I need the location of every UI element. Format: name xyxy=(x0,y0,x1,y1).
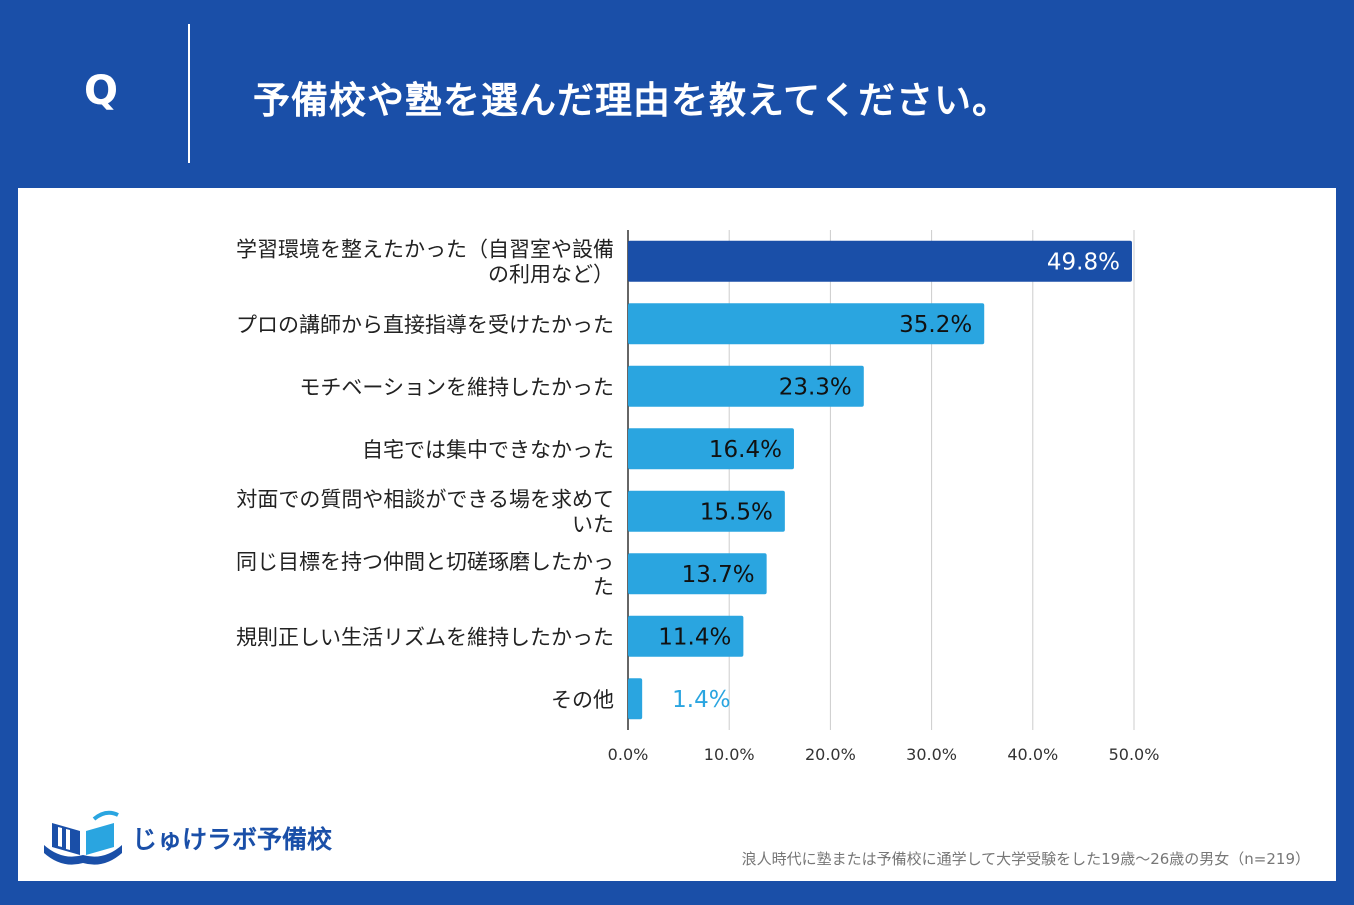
bar xyxy=(628,240,1132,282)
category-label: 対面での質問や相談ができる場を求めて xyxy=(236,487,614,511)
bar-value-label: 23.3% xyxy=(779,374,852,400)
bar xyxy=(628,678,643,720)
category-label: いた xyxy=(572,512,614,536)
chart-panel: 0.0% 10.0% 20.0% 30.0% 40.0% 50.0% 49.8% 学習環境を整… xyxy=(18,188,1336,881)
category-label: その他 xyxy=(551,688,614,712)
category-label: 学習環境を整えたかった（自習室や設備 xyxy=(236,237,614,261)
category-label: た xyxy=(593,575,614,599)
x-tick-label: 40.0% xyxy=(1007,745,1058,764)
logo-text: じゅけラボ予備校 xyxy=(132,825,333,854)
category-label: の利用など） xyxy=(488,262,614,286)
header-divider xyxy=(188,24,190,163)
open-book-logo-icon xyxy=(44,810,122,865)
question-mark-label: Q xyxy=(84,68,119,114)
x-tick-label: 10.0% xyxy=(704,745,755,764)
bar-value-label: 1.4% xyxy=(672,687,730,713)
x-tick-label: 50.0% xyxy=(1109,745,1160,764)
x-tick-label: 0.0% xyxy=(608,745,649,764)
category-label: 同じ目標を持つ仲間と切磋琢磨したかっ xyxy=(236,550,614,574)
question-title: 予備校や塾を選んだ理由を教えてください。 xyxy=(253,79,1011,122)
x-tick-label: 30.0% xyxy=(906,745,957,764)
category-label: 自宅では集中できなかった xyxy=(362,438,614,462)
bar-value-label: 35.2% xyxy=(899,312,972,338)
category-label: 規則正しい生活リズムを維持したかった xyxy=(236,625,614,649)
bar-value-label: 16.4% xyxy=(709,437,782,463)
bar-chart: 0.0% 10.0% 20.0% 30.0% 40.0% 50.0% 49.8% 学習環境を整… xyxy=(236,230,1160,764)
bar xyxy=(628,553,767,595)
survey-footnote: 浪人時代に塾または予備校に通学して大学受験をした19歳〜26歳の男女（n=219… xyxy=(741,850,1310,868)
bar-value-label: 49.8% xyxy=(1047,249,1120,275)
bar-value-label: 15.5% xyxy=(700,499,773,525)
bar xyxy=(628,303,985,345)
category-label: モチベーションを維持したかった xyxy=(299,375,614,399)
bar xyxy=(628,365,864,407)
bar-value-label: 11.4% xyxy=(658,624,731,650)
bar xyxy=(628,428,794,470)
category-label: プロの講師から直接指導を受けたかった xyxy=(236,313,614,337)
bar-value-label: 13.7% xyxy=(682,562,755,588)
bar xyxy=(628,615,744,657)
bar xyxy=(628,490,785,532)
brand-logo: じゅけラボ予備校 xyxy=(40,808,332,868)
x-tick-label: 20.0% xyxy=(805,745,856,764)
